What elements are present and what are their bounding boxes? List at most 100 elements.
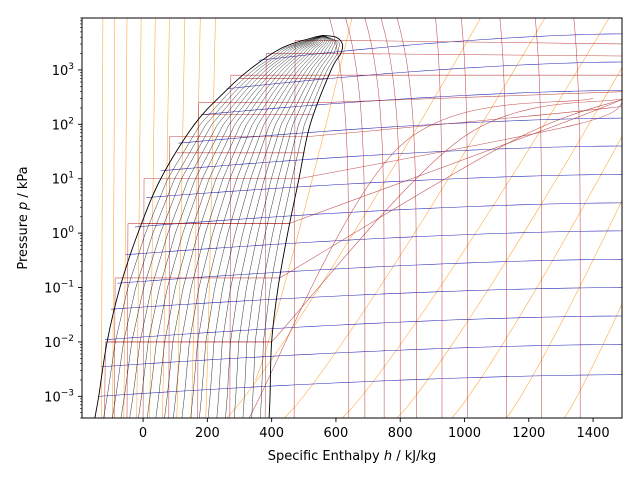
x-tick-label: 0 [139,426,147,441]
isotherm-line [461,18,468,418]
x-tick-label: 1000 [448,426,481,441]
isotherm-line [321,91,622,103]
quality-line [146,35,324,418]
isentrope-line [255,18,353,381]
quality-line [103,35,324,418]
y-tick-label-base: 10 [44,336,61,351]
axis-label-symbol: h [384,449,392,464]
saturated-liquid-line [94,35,324,418]
x-tick-label: 1400 [577,426,610,441]
y-tick-label-exponent: 0 [68,225,74,235]
y-tick-label-exponent: −2 [61,334,74,344]
isochore-line [178,117,622,144]
quality-line [129,35,324,418]
quality-line [234,35,333,418]
isentrope-line [226,18,481,418]
isotherm-line [310,105,622,137]
isotherm-line [339,53,622,57]
isotherm-line [345,18,366,418]
axis-label-text: Pressure [16,210,31,270]
isotherm-line [435,18,443,418]
quality-line [112,35,324,418]
y-tick-label: 10−2 [44,334,74,351]
y-tick-label-base: 10 [52,64,69,79]
x-axis-label: Specific Enthalpy h / kJ/kg [268,449,437,464]
isotherm-line [364,18,385,418]
isentrope-line [149,18,156,418]
x-tick-label: 200 [195,426,220,441]
isotherm-line [229,75,232,418]
axis-label-text: Specific Enthalpy [268,449,384,464]
isotherm-line [380,18,401,418]
quality-line [138,35,324,418]
y-tick-label: 103 [52,62,74,79]
isochore-line [98,374,622,397]
isentrope-line [101,18,104,418]
y-tick-label-exponent: −1 [61,280,74,290]
y-tick-label-exponent: 1 [68,171,74,181]
y-tick-label-exponent: −3 [61,388,74,398]
quality-line [173,35,324,418]
isochore-line [101,344,622,368]
y-tick-label-exponent: 3 [68,62,74,72]
axis-label-unit: / kPa [16,166,31,201]
isentrope-line [284,18,546,418]
quality-line [260,35,340,418]
isentrope-line [451,136,622,418]
y-tick-label-base: 10 [44,282,61,297]
quality-line [199,35,325,418]
quality-line [164,35,324,418]
isotherm-line [289,99,622,224]
x-tick-label: 600 [324,426,349,441]
x-axis-ticks: 0 200 400 600 800 1000 1200 1400 [139,418,610,441]
isentrope-line [191,18,201,418]
axes-frame [81,17,623,419]
saturated-vapor-line [268,35,344,418]
y-tick-label-base: 10 [52,173,69,188]
isochore-line [226,61,622,90]
y-tick-label-exponent: 2 [68,116,74,126]
axis-label-symbol: p [16,202,31,211]
isentrope-line [563,303,622,418]
quality-line [216,35,329,418]
quality-line [251,35,338,418]
isochore-line [125,230,622,256]
isotherm-line [279,99,622,279]
isochore-line [160,145,622,172]
y-tick-label-base: 10 [52,227,69,242]
quality-line [120,35,324,418]
y-tick-label: 100 [52,225,75,242]
isotherm-line [248,98,594,418]
isotherm-line [335,40,622,45]
y-tick-label: 101 [52,171,74,188]
isochore-line [135,202,622,228]
isotherm-line [264,53,267,418]
isotherm-line [168,136,171,418]
isotherm-line [298,101,622,179]
isentrope-line [506,200,622,418]
y-tick-label-base: 10 [52,118,69,133]
x-tick-label: 400 [259,426,284,441]
isotherm-line [271,98,622,343]
isentrope-line [123,18,128,418]
isotherm-line [573,18,581,418]
plot-lines [94,18,622,418]
y-axis-label: Pressure p / kPa [16,166,31,269]
quality-line [242,35,336,418]
isotherm-line [396,18,417,418]
quality-line [207,35,327,418]
isentrope-line [342,18,610,418]
isotherm-line [293,40,296,418]
y-tick-label: 102 [52,116,74,133]
x-tick-label: 800 [388,426,413,441]
isochore-line [105,315,622,340]
isentrope-line [205,18,216,418]
quality-line [190,35,324,418]
y-tick-label: 10−3 [44,388,74,405]
quality-line [155,35,324,418]
isentrope-line [136,18,142,418]
y-tick-label-base: 10 [44,390,61,405]
